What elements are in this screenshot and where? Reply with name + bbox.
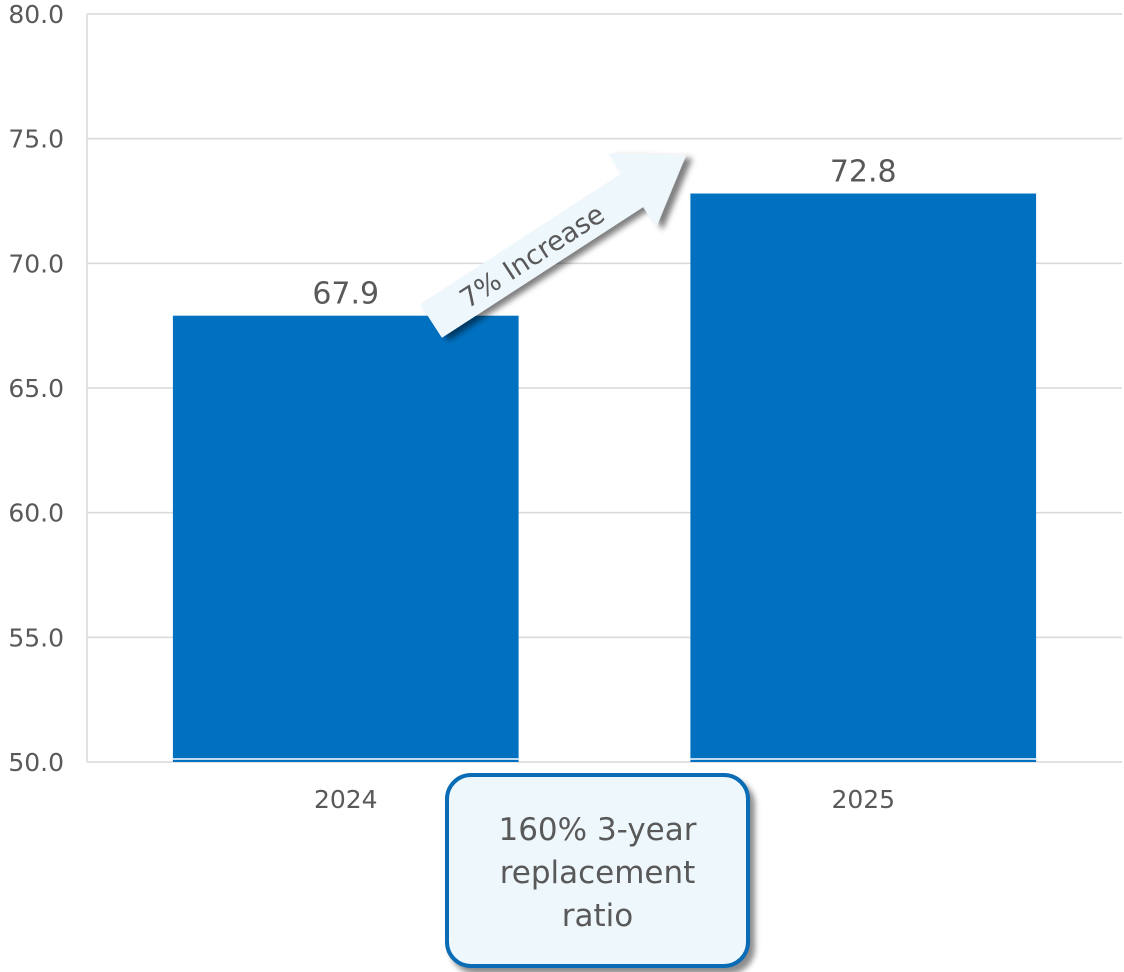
bars [172,193,1037,762]
data-label-2024: 67.9 [312,277,379,312]
y-tick-label: 50.0 [8,748,64,777]
increase-arrow-shape [420,153,686,338]
increase-arrow: 7% Increase [420,153,686,338]
y-tick-label: 70.0 [8,249,64,278]
y-tick-label: 75.0 [8,125,64,154]
replacement-ratio-callout: 160% 3-year replacement ratio [445,773,750,968]
x-axis-categories: 2024 2025 [314,785,895,814]
x-category-label: 2024 [314,785,378,814]
y-tick-label: 60.0 [8,499,64,528]
y-tick-label: 80.0 [8,0,64,29]
replacement-ratio-text: 160% 3-year replacement ratio [498,812,697,934]
x-category-label: 2025 [831,785,895,814]
bar-2025 [690,193,1037,762]
data-labels: 67.9 72.8 [312,155,896,312]
y-tick-label: 65.0 [8,374,64,403]
data-label-2025: 72.8 [830,155,897,190]
y-axis-ticks: 50.0 55.0 60.0 65.0 70.0 75.0 80.0 [8,0,64,777]
increase-arrow-label: 7% Increase [455,199,611,315]
bar-2024 [172,315,519,762]
y-tick-label: 55.0 [8,623,64,652]
